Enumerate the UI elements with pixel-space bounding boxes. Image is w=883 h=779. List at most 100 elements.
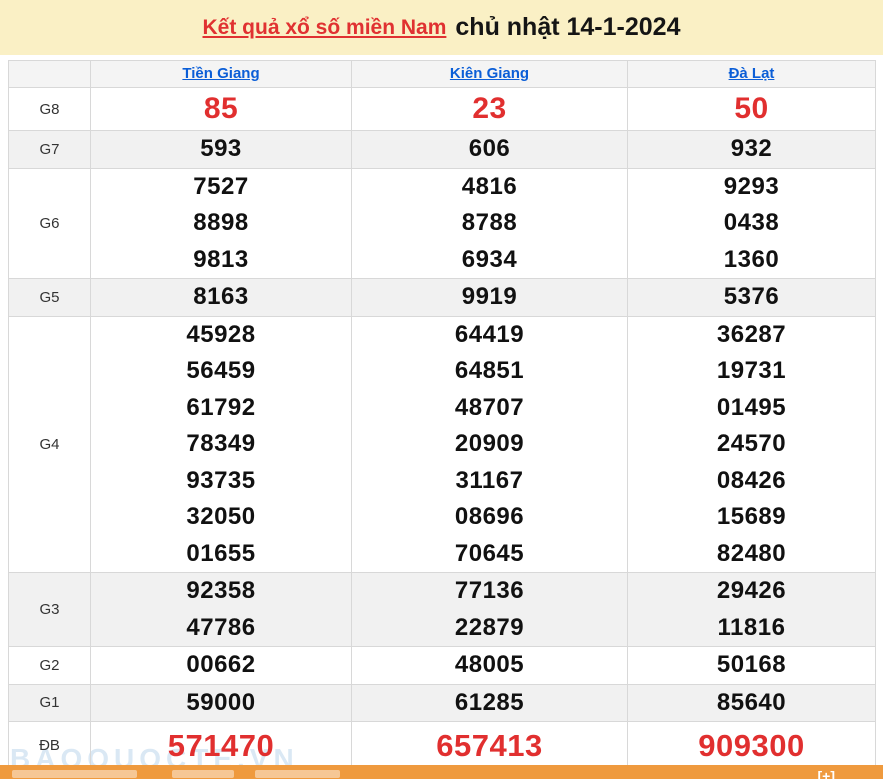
result-cell: 48005: [351, 646, 628, 685]
prize-row-g4: G4 45928 56459 61792 78349 93735 32050 0…: [8, 315, 876, 573]
column-header-da-lat: Đà Lạt: [627, 60, 876, 88]
province-link-tien-giang[interactable]: Tiền Giang: [182, 65, 260, 82]
prize-label: G2: [8, 646, 91, 685]
result-cell: 00662: [90, 646, 352, 685]
footer-bar-link[interactable]: [+]: [817, 768, 836, 779]
result-number: 00662: [186, 651, 256, 678]
result-number: 7527: [193, 172, 249, 200]
result-number: 8898: [193, 209, 249, 236]
result-number: 4816: [461, 172, 518, 200]
prize-label: G3: [8, 572, 91, 647]
result-number: 48005: [454, 651, 525, 678]
result-number: 32050: [186, 503, 256, 530]
result-number: 5376: [723, 283, 780, 310]
result-cell: 59000: [90, 683, 352, 722]
prize-label: G4: [8, 315, 91, 573]
result-number: 85: [203, 92, 239, 125]
result-number: 08696: [454, 503, 525, 530]
result-number: 36287: [716, 320, 787, 348]
result-number: 61792: [186, 393, 256, 421]
result-number: 606: [468, 135, 511, 162]
result-cell: 29426 11816: [627, 572, 876, 647]
result-number: 64419: [454, 320, 525, 348]
result-cell: 606: [351, 130, 628, 169]
result-number: 1360: [723, 245, 780, 273]
prize-label: G1: [8, 683, 91, 722]
result-number: 92358: [186, 577, 256, 604]
result-cell: 909300: [627, 721, 876, 770]
result-number: 01655: [186, 539, 256, 567]
result-cell: 50: [627, 87, 876, 131]
result-number: 78349: [186, 430, 256, 457]
result-cell: 5376: [627, 278, 876, 317]
footer-partial-text: [12, 770, 137, 778]
prize-label: G5: [8, 278, 91, 317]
title-link[interactable]: Kết quả xổ số miền Nam: [202, 15, 447, 39]
result-number: 29426: [716, 577, 787, 604]
prize-row-g7: G7 593 606 932: [8, 130, 876, 169]
result-cell: 657413: [351, 721, 628, 770]
province-link-da-lat[interactable]: Đà Lạt: [728, 65, 775, 82]
result-number: 31167: [455, 466, 524, 494]
result-number: 24570: [716, 430, 787, 457]
result-cell: 77136 22879: [351, 572, 628, 647]
prize-label: G6: [8, 167, 91, 279]
result-number: 22879: [454, 613, 525, 641]
result-number: 47786: [186, 613, 256, 641]
header-row: Tiền Giang Kiên Giang Đà Lạt: [8, 60, 876, 88]
result-number: 11816: [717, 613, 786, 641]
result-number: 9919: [461, 283, 518, 310]
result-cell: 45928 56459 61792 78349 93735 32050 0165…: [90, 315, 352, 573]
result-number: 9813: [193, 245, 249, 273]
result-number: 23: [472, 92, 507, 125]
prize-label: G7: [8, 130, 91, 169]
province-link-kien-giang[interactable]: Kiên Giang: [449, 65, 530, 82]
result-cell: 7527 8898 9813: [90, 167, 352, 279]
footer-partial-text: [172, 770, 234, 778]
result-cell: 92358 47786: [90, 572, 352, 647]
result-cell: 36287 19731 01495 24570 08426 15689 8248…: [627, 315, 876, 573]
prize-row-g1: G1 59000 61285 85640: [8, 683, 876, 722]
result-cell: 9919: [351, 278, 628, 317]
result-number: 571470: [167, 727, 275, 763]
result-number: 61285: [454, 688, 525, 716]
footer-bar: [+]: [0, 765, 883, 779]
footer-partial-text: [255, 770, 340, 778]
result-number: 56459: [186, 357, 256, 384]
result-number: 15689: [716, 503, 787, 530]
prize-row-g2: G2 00662 48005 50168: [8, 646, 876, 685]
title-date: chủ nhật 14-1-2024: [455, 13, 681, 41]
result-number: 82480: [716, 539, 787, 567]
prize-row-g3: G3 92358 47786 77136 22879 29426 11816: [8, 572, 876, 647]
result-number: 8788: [461, 209, 518, 236]
results-table: Tiền Giang Kiên Giang Đà Lạt G8 85 23 50…: [8, 60, 876, 770]
result-number: 8163: [193, 283, 249, 310]
result-number: 08426: [716, 466, 787, 494]
prize-row-g6: G6 7527 8898 9813 4816 8788 6934 9293 04…: [8, 167, 876, 279]
result-cell: 932: [627, 130, 876, 169]
result-number: 01495: [716, 393, 787, 421]
result-number: 909300: [698, 727, 805, 763]
result-number: 50: [734, 92, 769, 125]
result-number: 64851: [454, 357, 525, 384]
prize-row-db: ĐB 571470 657413 909300: [8, 721, 876, 770]
result-cell: 85640: [627, 683, 876, 722]
result-number: 85640: [716, 688, 787, 716]
result-number: 19731: [716, 357, 787, 384]
prize-label: G8: [8, 87, 91, 131]
result-number: 59000: [186, 688, 256, 716]
result-cell: 593: [90, 130, 352, 169]
column-header-kien-giang: Kiên Giang: [351, 60, 628, 88]
result-number: 48707: [454, 393, 525, 421]
result-cell: 85: [90, 87, 352, 131]
title-banner: Kết quả xổ số miền Nam chủ nhật 14-1-202…: [0, 0, 883, 55]
result-number: 593: [200, 135, 242, 162]
prize-label: ĐB: [8, 721, 91, 770]
result-cell: 8163: [90, 278, 352, 317]
result-number: 932: [730, 135, 773, 162]
result-number: 50168: [716, 651, 787, 678]
result-number: 77136: [454, 577, 525, 604]
result-cell: 64419 64851 48707 20909 31167 08696 7064…: [351, 315, 628, 573]
result-number: 93735: [186, 466, 256, 494]
result-number: 9293: [723, 172, 780, 200]
